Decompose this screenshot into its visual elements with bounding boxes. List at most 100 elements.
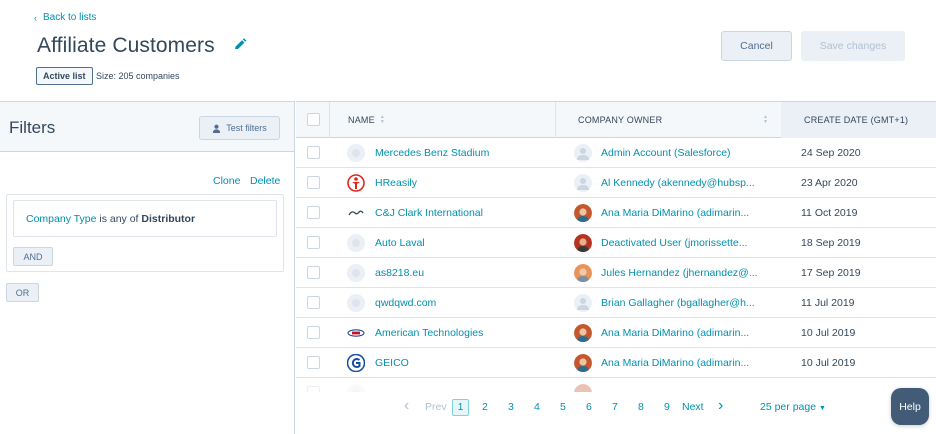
create-date: 17 Sep 2019 [801,267,861,279]
pagination: ‹ Prev 1 2 3 4 5 6 7 8 9 Next › 25 per p… [296,392,936,426]
chevron-left-icon: ‹ [34,12,37,23]
per-page-label: 25 per page [760,401,817,413]
or-button[interactable]: OR [6,283,39,302]
chevron-right-icon[interactable]: › [718,397,724,414]
create-date: 10 Jul 2019 [801,327,856,339]
table-row[interactable]: American Technologies Ana Maria DiMarino… [296,318,936,348]
prev-page-button[interactable]: Prev [425,401,447,413]
pencil-icon[interactable] [233,38,247,52]
filters-panel: Filters Test filters Clone Delete Compan… [0,101,295,434]
owner-avatar [574,264,592,282]
delete-link[interactable]: Delete [250,175,281,187]
create-date: 23 Apr 2020 [801,177,858,189]
clone-link[interactable]: Clone [213,175,241,187]
filter-property: Company Type [26,213,97,225]
owner-avatar [574,294,592,312]
company-name-link[interactable]: HReasily [375,177,418,189]
back-to-lists-label: Back to lists [43,12,97,23]
owner-link[interactable]: Al Kennedy (akennedy@hubsp... [601,177,755,189]
column-header-create-date[interactable]: CREATE DATE (GMT+1) [781,102,936,138]
owner-link[interactable]: Jules Hernandez (jhernandez@... [601,267,758,279]
row-checkbox[interactable] [307,296,320,309]
table-row[interactable]: Mercedes Benz Stadium Admin Account (Sal… [296,138,936,168]
sort-icon: ▲ ▼ [763,114,769,125]
create-date: 24 Sep 2020 [801,147,861,159]
company-name-link[interactable]: GEICO [375,357,409,369]
company-name-link[interactable]: C&J Clark International [375,207,483,219]
filter-card[interactable]: Company Type is any of Distributor [13,200,277,237]
test-filters-label: Test filters [226,123,267,133]
row-checkbox[interactable] [307,236,320,249]
page-4-button[interactable]: 4 [534,401,540,413]
table-row[interactable]: as8218.eu Jules Hernandez (jhernandez@..… [296,258,936,288]
cancel-button[interactable]: Cancel [721,31,792,61]
page-6-button[interactable]: 6 [586,401,592,413]
user-icon [577,298,589,310]
test-filters-button[interactable]: Test filters [199,116,280,140]
owner-avatar [574,324,592,342]
row-checkbox[interactable] [307,206,320,219]
page-2-button[interactable]: 2 [482,401,488,413]
row-checkbox[interactable] [307,176,320,189]
select-all-checkbox[interactable] [307,113,320,126]
company-name-link[interactable]: qwdqwd.com [375,297,437,309]
company-logo [347,264,365,282]
next-page-button[interactable]: Next [682,401,704,413]
create-date: 10 Jul 2019 [801,357,856,369]
owner-avatar [574,234,592,252]
company-name-link[interactable]: as8218.eu [375,267,425,279]
caret-down-icon: ▼ [818,405,826,412]
row-checkbox[interactable] [307,356,320,369]
and-button[interactable]: AND [13,247,53,266]
table-row[interactable]: C&J Clark International Ana Maria DiMari… [296,198,936,228]
row-checkbox[interactable] [307,266,320,279]
page-3-button[interactable]: 3 [508,401,514,413]
column-name-label: NAME [348,115,375,125]
sort-icon: ▲ ▼ [379,114,385,125]
column-header-owner[interactable]: COMPANY OWNER ▲ ▼ [578,102,768,138]
filter-operator: is any of [96,213,142,225]
owner-link[interactable]: Ana Maria DiMarino (adimarin... [601,357,750,369]
page-title: Affiliate Customers [37,34,215,57]
page-9-button[interactable]: 9 [664,401,670,413]
create-date: 18 Sep 2019 [801,237,861,249]
owner-link[interactable]: Deactivated User (jmorissette... [601,237,748,249]
clarks-logo [347,204,365,222]
company-logo [347,384,365,392]
company-logo [347,144,365,162]
filters-header: Filters Test filters [0,101,294,152]
user-icon [577,178,589,190]
page-5-button[interactable]: 5 [560,401,566,413]
table-row[interactable]: Auto Laval Deactivated User (jmorissette… [296,228,936,258]
column-header-name[interactable]: NAME ▲ ▼ [348,102,385,138]
page-8-button[interactable]: 8 [638,401,644,413]
row-checkbox[interactable] [307,146,320,159]
page-1-button[interactable]: 1 [452,399,469,416]
owner-link[interactable]: Ana Maria DiMarino (adimarin... [601,207,750,219]
owner-avatar [574,174,592,192]
owner-link[interactable]: Admin Account (Salesforce) [601,147,731,159]
row-checkbox[interactable] [307,326,320,339]
save-changes-button[interactable]: Save changes [801,31,905,61]
column-date-label: CREATE DATE (GMT+1) [804,115,909,125]
owner-link[interactable]: Ana Maria DiMarino (adimarin... [601,327,750,339]
filters-title: Filters [9,118,56,137]
owner-link[interactable]: Brian Gallagher (bgallagher@h... [601,297,755,309]
company-name-link[interactable]: American Technologies [375,327,484,339]
company-name-link[interactable]: Auto Laval [375,237,425,249]
back-to-lists-link[interactable]: ‹ Back to lists [34,12,96,23]
chevron-left-icon[interactable]: ‹ [404,397,410,414]
company-name-link[interactable]: Mercedes Benz Stadium [375,147,490,159]
per-page-dropdown[interactable]: 25 per page ▼ [760,401,826,413]
table-row[interactable]: HReasily Al Kennedy (akennedy@hubsp... 2… [296,168,936,198]
column-owner-label: COMPANY OWNER [578,115,663,125]
create-date: 11 Oct 2019 [801,207,858,219]
column-divider [555,102,556,138]
owner-avatar [574,144,592,162]
help-button[interactable]: Help [891,388,929,425]
page-7-button[interactable]: 7 [612,401,618,413]
user-icon [577,148,589,160]
user-icon [213,124,221,133]
table-row[interactable]: qwdqwd.com Brian Gallagher (bgallagher@h… [296,288,936,318]
table-row[interactable]: GEICO Ana Maria DiMarino (adimarin... 10… [296,348,936,378]
